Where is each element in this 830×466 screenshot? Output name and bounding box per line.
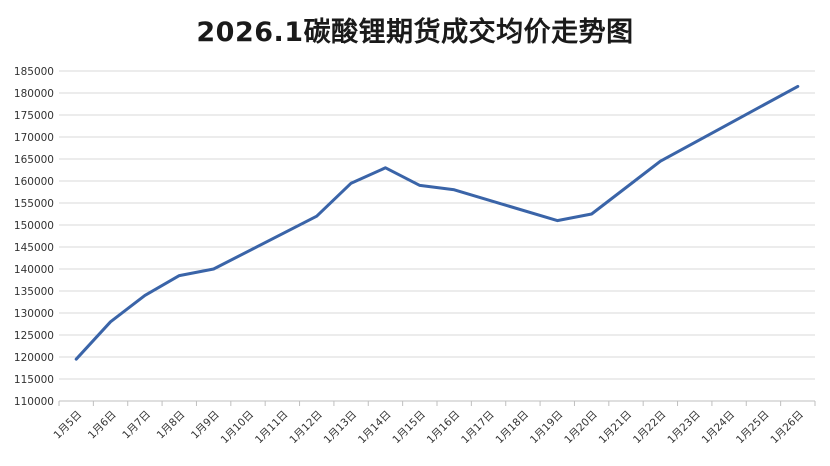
- y-tick-label: 155000: [14, 198, 54, 210]
- x-tick-label: 1月23日: [665, 409, 703, 447]
- y-tick-label: 185000: [14, 66, 54, 78]
- x-tick-label: 1月9日: [189, 409, 222, 442]
- y-tick-label: 150000: [14, 220, 54, 232]
- x-tick-label: 1月10日: [219, 409, 257, 447]
- x-tick-label: 1月11日: [253, 409, 291, 447]
- gridlines: [58, 70, 816, 406]
- x-tick-label: 1月25日: [734, 409, 772, 447]
- x-tick-label: 1月8日: [155, 409, 188, 442]
- x-tick-label: 1月13日: [322, 409, 360, 447]
- series-line: [74, 84, 800, 361]
- x-tick-label: 1月16日: [425, 409, 463, 447]
- y-tick-label: 145000: [14, 242, 54, 254]
- x-tick-label: 1月14日: [356, 409, 394, 447]
- y-tick-label: 125000: [14, 330, 54, 342]
- x-tick-label: 1月26日: [768, 409, 806, 447]
- x-tick-label: 1月7日: [120, 409, 153, 442]
- x-tick-label: 1月5日: [52, 409, 85, 442]
- x-tick-label: 1月15日: [390, 409, 428, 447]
- series-layer: [74, 84, 800, 361]
- y-tick-label: 160000: [14, 176, 54, 188]
- chart-title: 2026.1碳酸锂期货成交均价走势图: [196, 17, 634, 48]
- y-tick-label: 135000: [14, 286, 54, 298]
- y-tick-label: 140000: [14, 264, 54, 276]
- x-tick-label: 1月21日: [597, 409, 635, 447]
- y-tick-label: 170000: [14, 132, 54, 144]
- x-tick-label: 1月19日: [528, 409, 566, 447]
- y-tick-label: 130000: [14, 308, 54, 320]
- x-tick-label: 1月18日: [494, 409, 532, 447]
- x-tick-label: 1月12日: [287, 409, 325, 447]
- x-tick-label: 1月17日: [459, 409, 497, 447]
- x-tick-label: 1月24日: [700, 409, 738, 447]
- x-tick-label: 1月6日: [86, 409, 119, 442]
- y-tick-label: 110000: [14, 396, 54, 408]
- y-tick-label: 120000: [14, 352, 54, 364]
- y-tick-label: 175000: [14, 110, 54, 122]
- y-tick-label: 115000: [14, 374, 54, 386]
- y-tick-label: 180000: [14, 88, 54, 100]
- y-tick-label: 165000: [14, 154, 54, 166]
- y-axis-ticks: 110000 115000 120000 125000 130000 135000 1400…: [14, 66, 54, 408]
- x-tick-label: 1月20日: [562, 409, 600, 447]
- x-axis-ticks: 1月5日 1月6日 1月7日 1月8日 1月9日1月10日1月11日1月12日1月13日…: [52, 409, 806, 447]
- x-tick-label: 1月22日: [631, 409, 669, 447]
